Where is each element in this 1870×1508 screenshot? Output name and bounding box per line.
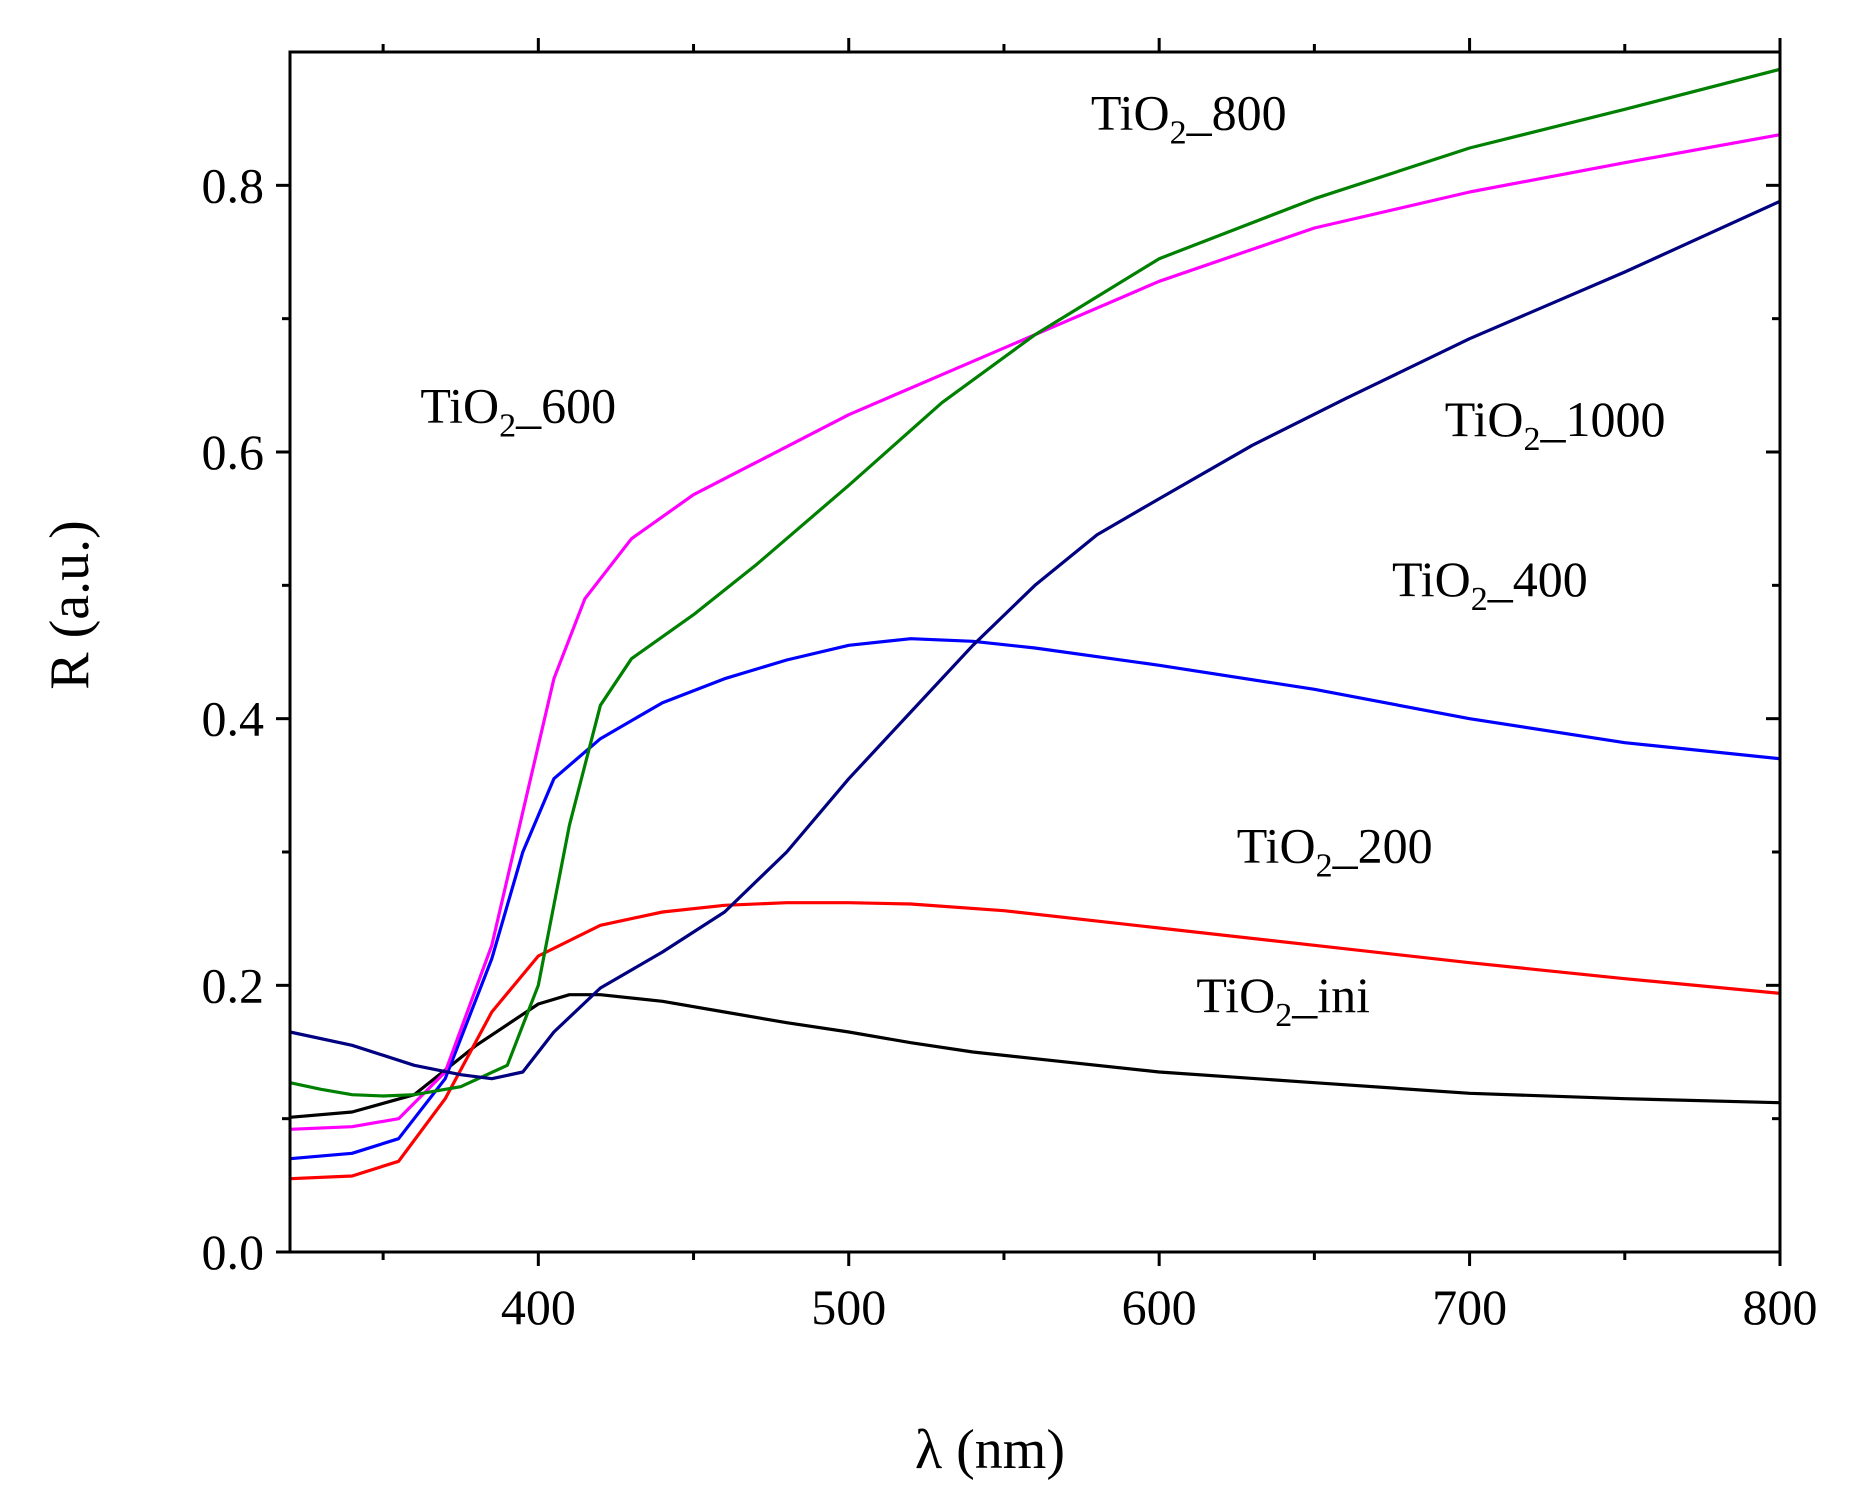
y-tick-label: 0.0 <box>202 1224 265 1280</box>
x-tick-label: 700 <box>1432 1279 1507 1335</box>
y-axis-title: R (a.u.) <box>39 520 101 690</box>
series-line-tio2-200 <box>289 901 1781 1181</box>
series-label-tio2-400: TiO2_400 <box>1392 551 1588 618</box>
y-tick-label: 0.8 <box>202 157 265 213</box>
series-label-tio2-ini: TiO2_ini <box>1196 967 1370 1034</box>
plot-area <box>289 67 1781 1181</box>
series-label-tio2-1000: TiO2_1000 <box>1445 391 1666 458</box>
x-axis-title: λ (nm) <box>915 1419 1065 1481</box>
x-tick-label: 500 <box>811 1279 886 1335</box>
plot-frame <box>288 50 1782 1254</box>
x-tick-label: 800 <box>1743 1279 1818 1335</box>
series-label-tio2-800: TiO2_800 <box>1091 84 1287 151</box>
x-tick-label: 400 <box>501 1279 576 1335</box>
series-labels: TiO2_ini TiO2_200 TiO2_400 TiO2_600 TiO2_800… <box>420 84 1665 1034</box>
series-line-tio2-400 <box>289 637 1781 1161</box>
x-tick-label: 600 <box>1122 1279 1197 1335</box>
series-line-tio2-ini <box>289 993 1781 1119</box>
y-tick-label: 0.2 <box>202 957 265 1013</box>
series-line-tio2-1000 <box>289 199 1781 1081</box>
series-label-tio2-200: TiO2_200 <box>1237 818 1433 885</box>
series-label-tio2-600: TiO2_600 <box>420 378 616 445</box>
series-line-tio2-600 <box>289 133 1781 1131</box>
axes: 400 500 600 700 800 0.0 0.2 0.4 0.6 0.8 <box>202 38 1818 1335</box>
series-line-tio2-800 <box>289 67 1781 1098</box>
y-tick-label: 0.4 <box>202 691 265 747</box>
y-tick-label: 0.6 <box>202 424 265 480</box>
